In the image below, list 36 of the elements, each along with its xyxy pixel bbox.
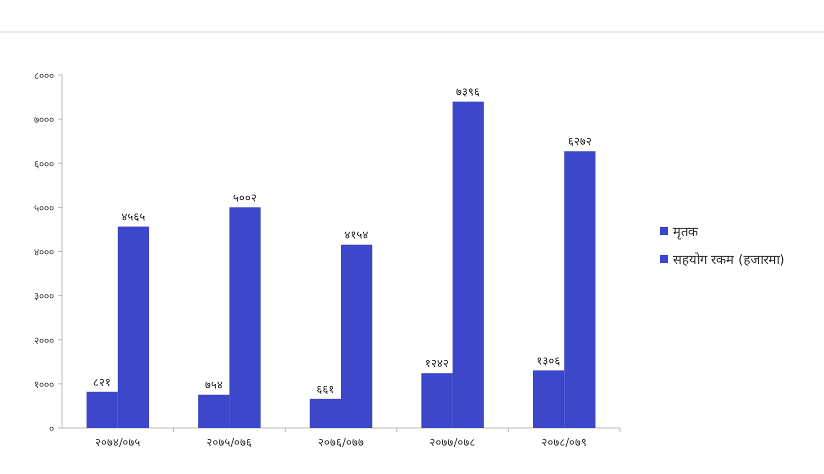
bar xyxy=(229,207,261,428)
data-label: ५००२ xyxy=(233,191,258,204)
bar xyxy=(564,151,596,428)
x-tick-label: २०७५/०७६ xyxy=(206,436,252,449)
bar xyxy=(341,244,372,428)
bar xyxy=(421,373,453,428)
y-tick-label: ० xyxy=(49,424,54,435)
data-label: ७३९६ xyxy=(456,86,480,99)
y-tick-label: ३००० xyxy=(34,292,54,303)
bar xyxy=(198,394,230,428)
data-label: ४१५४ xyxy=(344,228,369,242)
y-tick-label: ४००० xyxy=(34,248,54,258)
data-label: ६२७२ xyxy=(568,135,592,148)
data-label: १२४२ xyxy=(424,357,449,370)
y-tick-label: १००० xyxy=(34,380,54,391)
data-label: ४५६५ xyxy=(121,210,146,224)
x-tick-label: २०७७/०७८ xyxy=(430,436,476,449)
data-label: १३०६ xyxy=(536,354,561,368)
data-label: ८२१ xyxy=(93,376,112,389)
y-tick-label: २००० xyxy=(34,336,54,347)
legend-label: सहयोग रकम (हजारमा) xyxy=(673,252,784,268)
x-tick-label: २०७६/०७७ xyxy=(318,436,364,449)
bar xyxy=(86,392,118,428)
x-tick-label: २०७४/०७५ xyxy=(94,436,141,449)
y-tick-label: ६००० xyxy=(34,159,54,170)
y-tick-label: ५००० xyxy=(34,203,54,214)
bar xyxy=(532,370,564,428)
bar xyxy=(310,398,341,428)
bar xyxy=(118,226,150,428)
y-tick-label: ७००० xyxy=(34,115,54,126)
data-label: ६६१ xyxy=(316,382,334,396)
y-tick-label: ८००० xyxy=(34,71,54,82)
bar xyxy=(452,102,484,428)
x-tick-label: २०७८/०७९ xyxy=(541,436,588,449)
legend-label: मृतक xyxy=(673,225,699,240)
data-label: ७५४ xyxy=(204,378,223,392)
